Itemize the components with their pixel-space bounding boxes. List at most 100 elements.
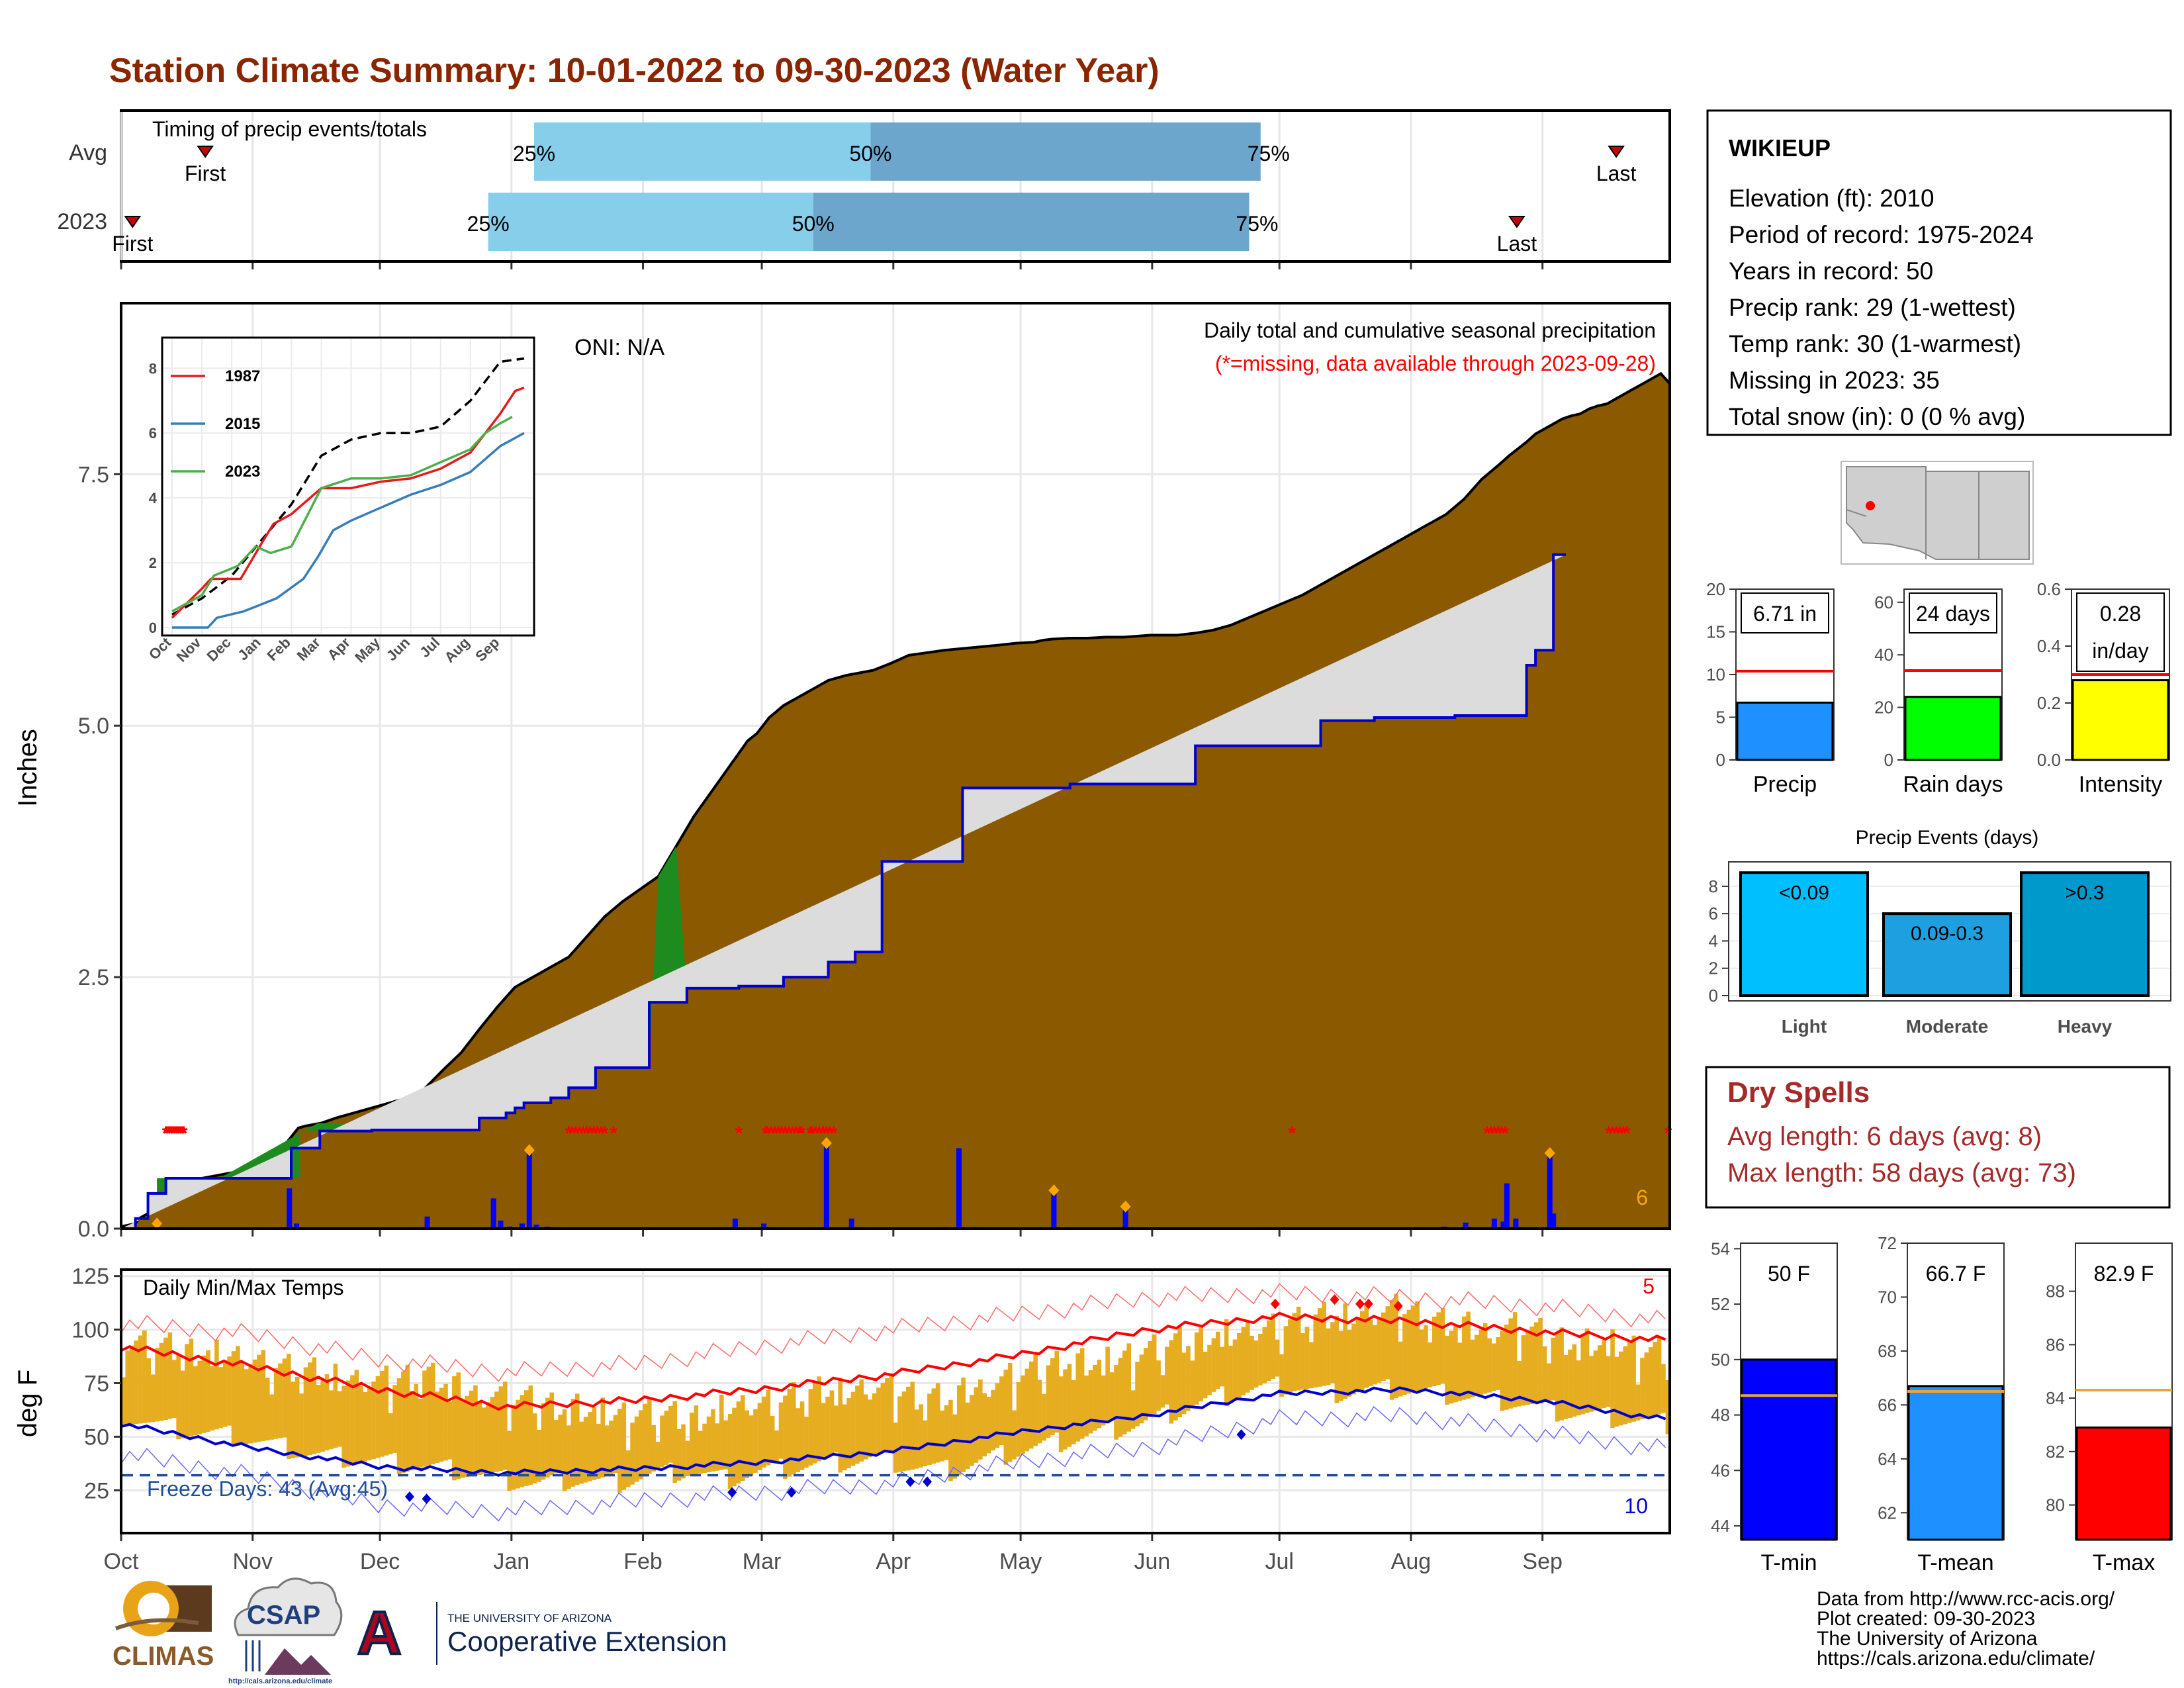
daily-temp-range-bar [278, 1363, 283, 1438]
dry-max: Max length: 58 days (avg: 73) [1727, 1158, 2076, 1188]
station-location-dot [1866, 501, 1875, 510]
daily-precip-bar-4 [490, 1198, 496, 1229]
missing-marker-27: * [771, 1123, 779, 1145]
month-label-6: Apr [876, 1549, 911, 1574]
daily-temp-range-bar [142, 1330, 147, 1423]
daily-temp-range-bar [435, 1391, 440, 1464]
daily-temp-range-bar [201, 1355, 206, 1433]
daily-temp-range-bar [388, 1413, 393, 1454]
daily-temp-range-bar [409, 1391, 414, 1471]
daily-temp-range-bar [647, 1397, 652, 1474]
daily-temp-range-bar [159, 1342, 164, 1421]
mini-bar-label-0: Precip [1753, 772, 1817, 797]
daily-temp-range-bar [1559, 1327, 1564, 1421]
daily-temp-range-bar [291, 1382, 296, 1458]
daily-temp-range-bar [783, 1395, 788, 1479]
daily-temp-range-bar [248, 1364, 253, 1444]
daily-temp-range-bar [193, 1366, 198, 1436]
daily-temp-range-bar [1555, 1333, 1560, 1422]
daily-temp-range-bar [439, 1387, 444, 1462]
station-info: WIKIEUP Elevation (ft): 2010 Period of r… [1706, 109, 2172, 436]
daily-temp-range-bar [312, 1357, 317, 1454]
timing-p50-label-1: 50% [792, 212, 835, 236]
missing-marker-26: * [767, 1123, 775, 1145]
daily-temp-range-bar [1071, 1380, 1076, 1444]
daily-temp-range-bar [1338, 1331, 1343, 1401]
temp-summary-tick-label-1-3: 68 [1878, 1341, 1897, 1361]
daily-temp-range-bar [1521, 1335, 1526, 1406]
month-label-3: Jan [493, 1549, 529, 1574]
record-low-marker-3 [786, 1487, 796, 1498]
daily-temp-range-bar [337, 1391, 342, 1447]
daily-temp-range-bar [1016, 1382, 1021, 1457]
daily-precip-bar-21 [1491, 1218, 1497, 1229]
daily-temp-range-bar [558, 1415, 563, 1472]
daily-temp-range-bar [1504, 1325, 1509, 1410]
timing-row-2023-label: 2023 [57, 209, 107, 234]
daily-temp-range-bar [1525, 1331, 1530, 1405]
inset-ytick-label-0: 0 [149, 620, 157, 636]
temp-summary-tick-label-0-5: 54 [1711, 1239, 1730, 1258]
missing-marker-6: * [173, 1123, 181, 1145]
daily-temp-range-bar [986, 1397, 991, 1454]
timing-q1-bar-1 [488, 193, 813, 251]
record-low-marker-6 [1236, 1429, 1246, 1440]
precip-panel: *********** *********** * * ************ ****… [13, 302, 1672, 1242]
daily-temp-range-bar [855, 1385, 860, 1464]
station-years: Years in record: 50 [1729, 258, 1933, 285]
daily-temp-range-bar [138, 1335, 143, 1424]
daily-temp-range-bar [838, 1378, 843, 1473]
daily-temp-range-bar [1598, 1345, 1602, 1409]
daily-temp-range-bar [1635, 1384, 1641, 1421]
temp-summary-tick-label-0-4: 52 [1711, 1294, 1730, 1314]
daily-temp-range-bar [1424, 1325, 1428, 1389]
heavy-precip-marker-2 [821, 1137, 832, 1149]
missing-marker-14: * [576, 1123, 584, 1145]
missing-marker-25: * [764, 1123, 772, 1145]
missing-marker-34: * [796, 1123, 803, 1145]
month-label-0: Oct [104, 1549, 139, 1574]
daily-temp-range-bar [1419, 1329, 1424, 1390]
daily-temp-range-bar [846, 1398, 851, 1468]
record-low-marker-5 [923, 1476, 933, 1487]
temp-summary-tick-label-1-4: 70 [1878, 1287, 1897, 1307]
daily-temp-range-bar [1517, 1360, 1522, 1407]
daily-temp-range-bar [541, 1403, 546, 1480]
daily-temp-range-bar [952, 1414, 958, 1479]
mini-bar-tick-label-1-1: 20 [1874, 698, 1893, 718]
events-category-0: Light [1782, 1016, 1827, 1037]
daily-temp-range-bar [978, 1379, 983, 1460]
daily-temp-range-bar [1475, 1335, 1479, 1397]
daily-temp-range-bar [447, 1401, 453, 1460]
daily-precip-bar-2 [294, 1223, 300, 1229]
daily-temp-range-bar [859, 1379, 864, 1462]
daily-temp-range-bar [600, 1397, 606, 1478]
daily-temp-range-bar [906, 1386, 911, 1471]
events-bar-label-1: 0.09-0.3 [1911, 923, 1983, 945]
daily-temp-range-bar [762, 1396, 766, 1468]
daily-temp-range-bar [876, 1387, 881, 1454]
mini-bar-label-box-2 [2076, 592, 2165, 672]
daily-temp-range-bar [1211, 1338, 1216, 1392]
daily-temp-range-bar [308, 1362, 312, 1456]
daily-temp-range-bar [1283, 1326, 1289, 1395]
daily-temp-range-bar [664, 1411, 669, 1465]
precip-ytick-label-1: 2.5 [78, 965, 109, 990]
daily-temp-range-bar [418, 1398, 423, 1468]
daily-precip-bar-18 [1122, 1206, 1128, 1229]
temp-summary-tick-label-2-4: 88 [2046, 1282, 2065, 1301]
timing-first-marker-0 [197, 146, 214, 158]
temp-summary-label-1: T-mean [1917, 1550, 1993, 1575]
daily-temp-range-bar [1199, 1325, 1203, 1402]
timing-first-label-0: First [185, 162, 226, 185]
missing-marker-33: * [792, 1123, 800, 1145]
missing-marker-55: * [1619, 1123, 1627, 1145]
csap-rain [245, 1640, 261, 1671]
daily-temp-range-bar [1169, 1340, 1174, 1424]
temp-summary-label-2: T-max [2093, 1550, 2155, 1575]
inset-legend-label-2015: 2015 [225, 415, 260, 433]
daily-temp-range-bar [1216, 1331, 1220, 1389]
record-low-marker-4 [905, 1476, 915, 1487]
daily-temp-range-bar [604, 1425, 610, 1477]
missing-marker-52: * [1609, 1123, 1617, 1145]
